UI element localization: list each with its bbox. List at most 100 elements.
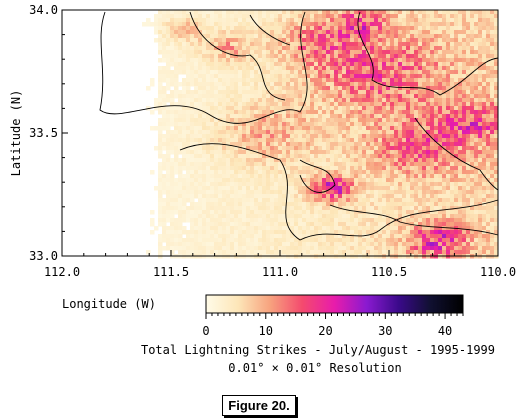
heatmap-cell xyxy=(238,238,243,243)
heatmap-cell xyxy=(422,14,427,19)
heatmap-cell xyxy=(198,194,203,199)
heatmap-cell xyxy=(222,210,227,215)
heatmap-cell xyxy=(390,18,395,23)
heatmap-cell xyxy=(330,218,335,223)
heatmap-cell xyxy=(334,22,339,27)
heatmap-cell xyxy=(354,158,359,163)
heatmap-cell xyxy=(382,42,387,47)
heatmap-cell xyxy=(398,130,403,135)
heatmap-cell xyxy=(418,150,423,155)
heatmap-cell xyxy=(174,38,179,43)
heatmap-cell xyxy=(258,178,263,183)
heatmap-cell xyxy=(406,242,411,247)
heatmap-cell xyxy=(274,194,279,199)
heatmap-cell xyxy=(194,218,199,223)
heatmap-cell xyxy=(302,214,307,219)
heatmap-cell xyxy=(390,210,395,215)
heatmap-cell xyxy=(246,210,251,215)
heatmap-cell xyxy=(302,210,307,215)
heatmap-cell xyxy=(214,146,219,151)
heatmap-cell xyxy=(474,234,479,239)
heatmap-cell xyxy=(218,178,223,183)
heatmap-cell xyxy=(158,70,163,75)
heatmap-cell xyxy=(414,202,419,207)
heatmap-cell xyxy=(418,178,423,183)
heatmap-cell xyxy=(454,18,459,23)
heatmap-cell xyxy=(462,26,467,31)
heatmap-cell xyxy=(326,38,331,43)
heatmap-cell xyxy=(230,230,235,235)
heatmap-cell xyxy=(266,206,271,211)
heatmap-cell xyxy=(458,34,463,39)
heatmap-cell xyxy=(430,178,435,183)
heatmap-cell xyxy=(394,70,399,75)
heatmap-cell xyxy=(494,118,499,123)
heatmap-cell xyxy=(158,218,163,223)
heatmap-cell xyxy=(318,30,323,35)
heatmap-cell xyxy=(482,118,487,123)
heatmap-cell xyxy=(246,242,251,247)
heatmap-cell xyxy=(370,242,375,247)
heatmap-cell xyxy=(482,98,487,103)
heatmap-cell xyxy=(330,34,335,39)
heatmap-cell xyxy=(306,42,311,47)
heatmap-cell xyxy=(198,198,203,203)
heatmap-cell xyxy=(370,122,375,127)
heatmap-cell xyxy=(426,242,431,247)
heatmap-cell xyxy=(182,154,187,159)
heatmap-cell xyxy=(274,74,279,79)
heatmap-cell xyxy=(230,50,235,55)
heatmap-cell xyxy=(446,222,451,227)
heatmap-cell xyxy=(202,62,207,67)
heatmap-cell xyxy=(294,90,299,95)
heatmap-cell xyxy=(378,218,383,223)
heatmap-cell xyxy=(234,226,239,231)
heatmap-cell xyxy=(362,214,367,219)
heatmap-cell xyxy=(338,62,343,67)
heatmap-cell xyxy=(206,98,211,103)
heatmap-cell xyxy=(302,14,307,19)
heatmap-cell xyxy=(162,110,167,115)
heatmap-cell xyxy=(394,130,399,135)
heatmap-cell xyxy=(270,234,275,239)
heatmap-cell xyxy=(494,202,499,207)
heatmap-cell xyxy=(450,150,455,155)
heatmap-cell xyxy=(446,118,451,123)
heatmap-cell xyxy=(414,90,419,95)
heatmap-cell xyxy=(346,126,351,131)
heatmap-cell xyxy=(478,134,483,139)
heatmap-cell xyxy=(194,30,199,35)
heatmap-cell xyxy=(446,154,451,159)
heatmap-cell xyxy=(442,118,447,123)
heatmap-cell xyxy=(274,86,279,91)
heatmap-cell xyxy=(430,126,435,131)
heatmap-cell xyxy=(310,82,315,87)
heatmap-cell xyxy=(482,66,487,71)
heatmap-cell xyxy=(238,162,243,167)
heatmap-cell xyxy=(406,234,411,239)
heatmap-cell xyxy=(486,162,491,167)
heatmap-cell xyxy=(346,190,351,195)
heatmap-cell xyxy=(398,234,403,239)
heatmap-cell xyxy=(390,46,395,51)
heatmap-cell xyxy=(354,222,359,227)
heatmap-cell xyxy=(398,78,403,83)
heatmap-cell xyxy=(282,234,287,239)
heatmap-cell xyxy=(282,10,287,15)
heatmap-cell xyxy=(494,170,499,175)
heatmap-cell xyxy=(338,110,343,115)
heatmap-cell xyxy=(234,102,239,107)
heatmap-cell xyxy=(246,86,251,91)
heatmap-cell xyxy=(218,202,223,207)
heatmap-cell xyxy=(366,122,371,127)
heatmap-cell xyxy=(250,194,255,199)
heatmap-cell xyxy=(158,190,163,195)
heatmap-cell xyxy=(206,150,211,155)
heatmap-cell xyxy=(210,110,215,115)
heatmap-cell xyxy=(314,238,319,243)
heatmap-cell xyxy=(258,18,263,23)
heatmap-cell xyxy=(246,226,251,231)
heatmap-cell xyxy=(326,74,331,79)
heatmap-cell xyxy=(318,186,323,191)
heatmap-cell xyxy=(350,134,355,139)
